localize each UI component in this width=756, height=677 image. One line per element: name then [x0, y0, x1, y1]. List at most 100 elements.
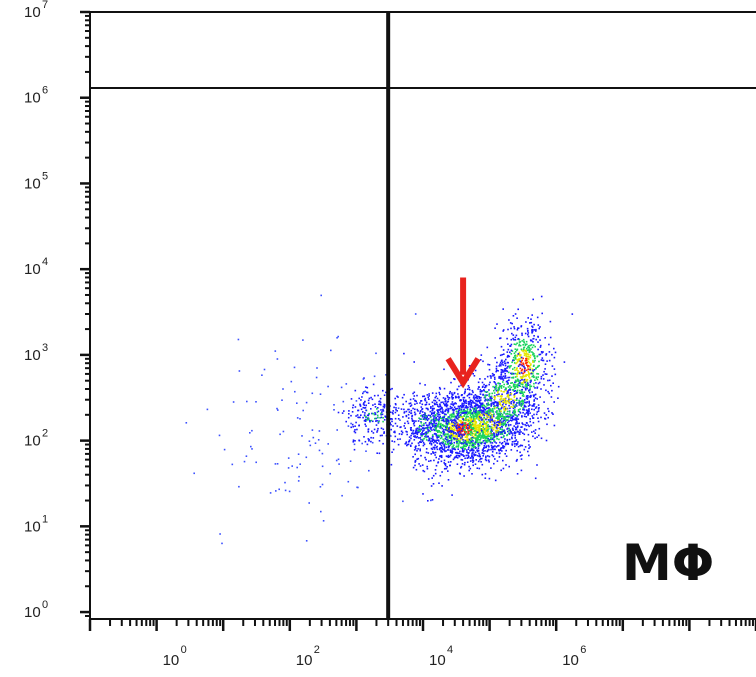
data-point	[495, 429, 497, 432]
data-point	[318, 430, 321, 432]
data-point	[503, 408, 505, 411]
data-point	[479, 405, 482, 407]
data-point	[422, 433, 425, 435]
data-point	[472, 428, 474, 430]
data-point	[512, 376, 515, 379]
data-point	[511, 372, 514, 375]
data-point	[449, 444, 452, 446]
data-point	[462, 451, 465, 453]
data-point	[508, 399, 511, 402]
data-point	[483, 447, 485, 449]
data-point	[446, 426, 448, 428]
data-point	[508, 427, 510, 430]
data-point	[444, 463, 447, 465]
data-point	[512, 428, 514, 430]
data-point	[449, 436, 451, 439]
data-point	[449, 414, 451, 416]
data-point	[474, 430, 476, 433]
data-point	[452, 397, 454, 399]
data-point	[492, 427, 494, 429]
data-point	[495, 387, 497, 389]
data-point	[482, 404, 485, 406]
data-point	[452, 426, 455, 428]
data-point	[338, 463, 340, 465]
data-point	[523, 391, 526, 393]
data-point	[521, 364, 524, 367]
data-point	[446, 466, 448, 468]
data-point	[424, 433, 427, 436]
data-point	[498, 427, 500, 430]
x-tick-label: 10	[296, 652, 313, 669]
data-point	[474, 434, 477, 436]
data-point	[437, 439, 440, 441]
data-point	[524, 378, 527, 381]
data-point	[474, 463, 477, 465]
data-point	[429, 426, 431, 428]
data-point	[451, 401, 454, 403]
data-point	[281, 399, 283, 401]
data-point	[363, 377, 365, 379]
data-point	[427, 431, 429, 434]
data-point	[529, 388, 531, 390]
data-point	[499, 421, 502, 424]
data-point	[529, 396, 532, 398]
data-point	[443, 420, 445, 423]
data-point	[452, 421, 455, 424]
data-point	[532, 417, 535, 419]
data-point	[520, 348, 523, 351]
data-point	[422, 442, 425, 444]
data-point	[535, 406, 538, 408]
data-point	[413, 420, 415, 422]
data-point	[521, 388, 523, 391]
data-point	[458, 440, 461, 443]
data-point	[383, 394, 386, 396]
data-point	[518, 384, 520, 387]
data-point	[382, 420, 384, 423]
data-point	[510, 327, 512, 330]
data-point	[423, 395, 426, 397]
data-point	[520, 354, 522, 356]
data-point	[426, 394, 429, 396]
data-point	[530, 340, 532, 342]
data-point	[500, 447, 502, 450]
data-point	[451, 414, 453, 417]
data-point	[493, 401, 496, 404]
data-point	[434, 427, 437, 429]
data-point	[503, 401, 506, 404]
data-point	[522, 365, 525, 368]
data-point	[518, 343, 521, 346]
data-point	[461, 447, 463, 449]
data-point	[458, 414, 461, 417]
data-point	[516, 367, 518, 370]
data-point	[472, 391, 474, 394]
data-point	[508, 355, 511, 358]
data-point	[284, 489, 287, 492]
data-point	[518, 433, 520, 435]
data-point	[481, 431, 484, 433]
data-point	[514, 404, 517, 407]
data-point	[494, 357, 496, 359]
data-point	[537, 410, 540, 412]
data-point	[299, 463, 301, 465]
data-point	[503, 410, 506, 412]
data-point	[496, 434, 498, 436]
data-point	[525, 358, 527, 360]
data-point	[501, 405, 503, 408]
data-point	[327, 385, 329, 388]
data-point	[442, 430, 444, 433]
data-point	[409, 427, 412, 429]
data-point	[487, 407, 490, 409]
y-tick-exponent: 4	[42, 256, 48, 268]
data-point	[513, 394, 515, 396]
data-point	[496, 389, 499, 391]
data-point	[511, 361, 513, 364]
data-point	[509, 415, 511, 418]
data-point	[497, 415, 500, 417]
data-point	[405, 414, 408, 417]
data-point	[443, 444, 445, 446]
data-point	[449, 407, 451, 410]
data-point	[463, 444, 465, 446]
data-point	[478, 397, 481, 399]
data-point	[461, 423, 464, 425]
data-point	[392, 448, 395, 451]
